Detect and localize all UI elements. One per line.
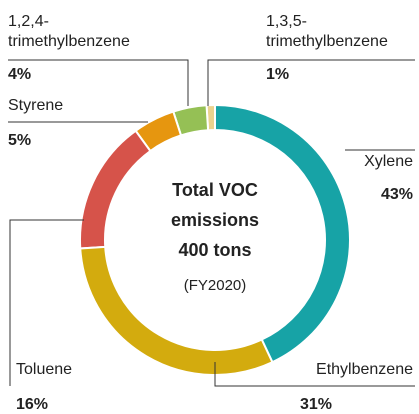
donut-segment xyxy=(79,129,152,250)
donut-segment xyxy=(214,103,351,364)
value-label: 1% xyxy=(266,66,290,83)
center-text: 400 tons xyxy=(178,240,251,260)
category-label: Ethylbenzene xyxy=(316,361,413,378)
value-label: 4% xyxy=(8,66,32,83)
leader-line xyxy=(9,219,84,386)
leader-line xyxy=(207,59,415,106)
category-label: Toluene xyxy=(16,361,73,378)
value-label: 16% xyxy=(16,396,49,413)
category-label: 1,3,5-trimethylbenzene xyxy=(266,13,388,50)
value-label: 5% xyxy=(8,132,32,149)
leader-line xyxy=(8,59,189,106)
value-label: 31% xyxy=(300,396,333,413)
leader-line xyxy=(214,362,415,387)
center-text: emissions xyxy=(171,210,259,230)
donut-segment xyxy=(134,110,183,153)
center-text: (FY2020) xyxy=(184,277,247,294)
donut-segment xyxy=(79,245,274,376)
center-text: Total VOC xyxy=(172,180,258,200)
donut-segment xyxy=(172,104,210,137)
category-label: Styrene xyxy=(8,97,64,114)
category-label: 1,2,4-trimethylbenzene xyxy=(8,13,130,50)
value-label: 43% xyxy=(380,186,413,203)
category-label: Xylene xyxy=(364,153,413,170)
